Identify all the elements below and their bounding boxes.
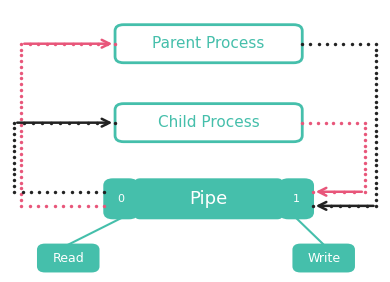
- FancyBboxPatch shape: [280, 179, 313, 218]
- FancyBboxPatch shape: [115, 25, 302, 63]
- FancyBboxPatch shape: [293, 244, 354, 271]
- FancyBboxPatch shape: [115, 104, 302, 142]
- Text: Write: Write: [307, 252, 340, 265]
- FancyBboxPatch shape: [136, 179, 282, 218]
- Text: Child Process: Child Process: [158, 115, 259, 130]
- Text: Read: Read: [52, 252, 84, 265]
- Text: Parent Process: Parent Process: [152, 36, 265, 51]
- Text: Pipe: Pipe: [190, 190, 228, 208]
- Text: 1: 1: [293, 194, 300, 204]
- Text: 0: 0: [117, 194, 124, 204]
- FancyBboxPatch shape: [105, 179, 138, 218]
- FancyBboxPatch shape: [38, 244, 98, 271]
